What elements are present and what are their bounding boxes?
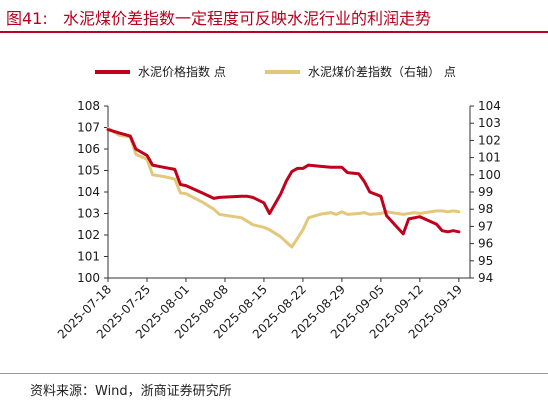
y-right-tick-label: 103 xyxy=(478,116,501,130)
y-left-tick-label: 107 xyxy=(77,121,100,135)
y-left-tick-label: 104 xyxy=(77,185,100,199)
line-chart: 水泥价格指数 点 水泥煤价差指数（右轴） 点 100 101 102 103 104 10… xyxy=(55,64,501,341)
y-left-tick-label: 101 xyxy=(77,250,100,264)
chart-legend: 水泥价格指数 点 水泥煤价差指数（右轴） 点 xyxy=(95,64,456,79)
footer-divider xyxy=(0,373,548,374)
y-left-tick-label: 108 xyxy=(77,99,100,113)
figure-label: 图41: xyxy=(6,9,48,28)
y-right-tick-label: 102 xyxy=(478,133,501,147)
y-left-tick-label: 100 xyxy=(77,271,100,285)
y-right-tick-label: 94 xyxy=(478,271,493,285)
legend-label-cement-price: 水泥价格指数 点 xyxy=(138,64,226,79)
y-right-tick-label: 98 xyxy=(478,202,493,216)
legend-label-cement-coal-spread: 水泥煤价差指数（右轴） 点 xyxy=(308,64,456,79)
series-line-cement-price xyxy=(106,128,461,236)
y-left-tick-label: 106 xyxy=(77,142,100,156)
chart-series xyxy=(106,126,461,249)
title-divider xyxy=(0,31,548,33)
y-right-tick-label: 97 xyxy=(478,219,493,233)
series-line-cement-coal-spread xyxy=(106,126,461,249)
y-left-tick-label: 103 xyxy=(77,207,100,221)
y-left-tick-label: 102 xyxy=(77,228,100,242)
chart-title: 图41: 水泥煤价差指数一定程度可反映水泥行业的利润走势 xyxy=(6,5,431,29)
figure-title: 水泥煤价差指数一定程度可反映水泥行业的利润走势 xyxy=(63,9,432,28)
y-right-tick-label: 95 xyxy=(478,254,493,268)
y-right-tick-label: 96 xyxy=(478,237,493,251)
y-right-tick-label: 99 xyxy=(478,185,493,199)
y-right-tick-label: 100 xyxy=(478,168,501,182)
y-right-tick-label: 101 xyxy=(478,151,501,165)
y-left-tick-label: 105 xyxy=(77,164,100,178)
y-right-tick-label: 104 xyxy=(478,99,501,113)
source-note: 资料来源：Wind，浙商证券研究所 xyxy=(30,384,232,399)
